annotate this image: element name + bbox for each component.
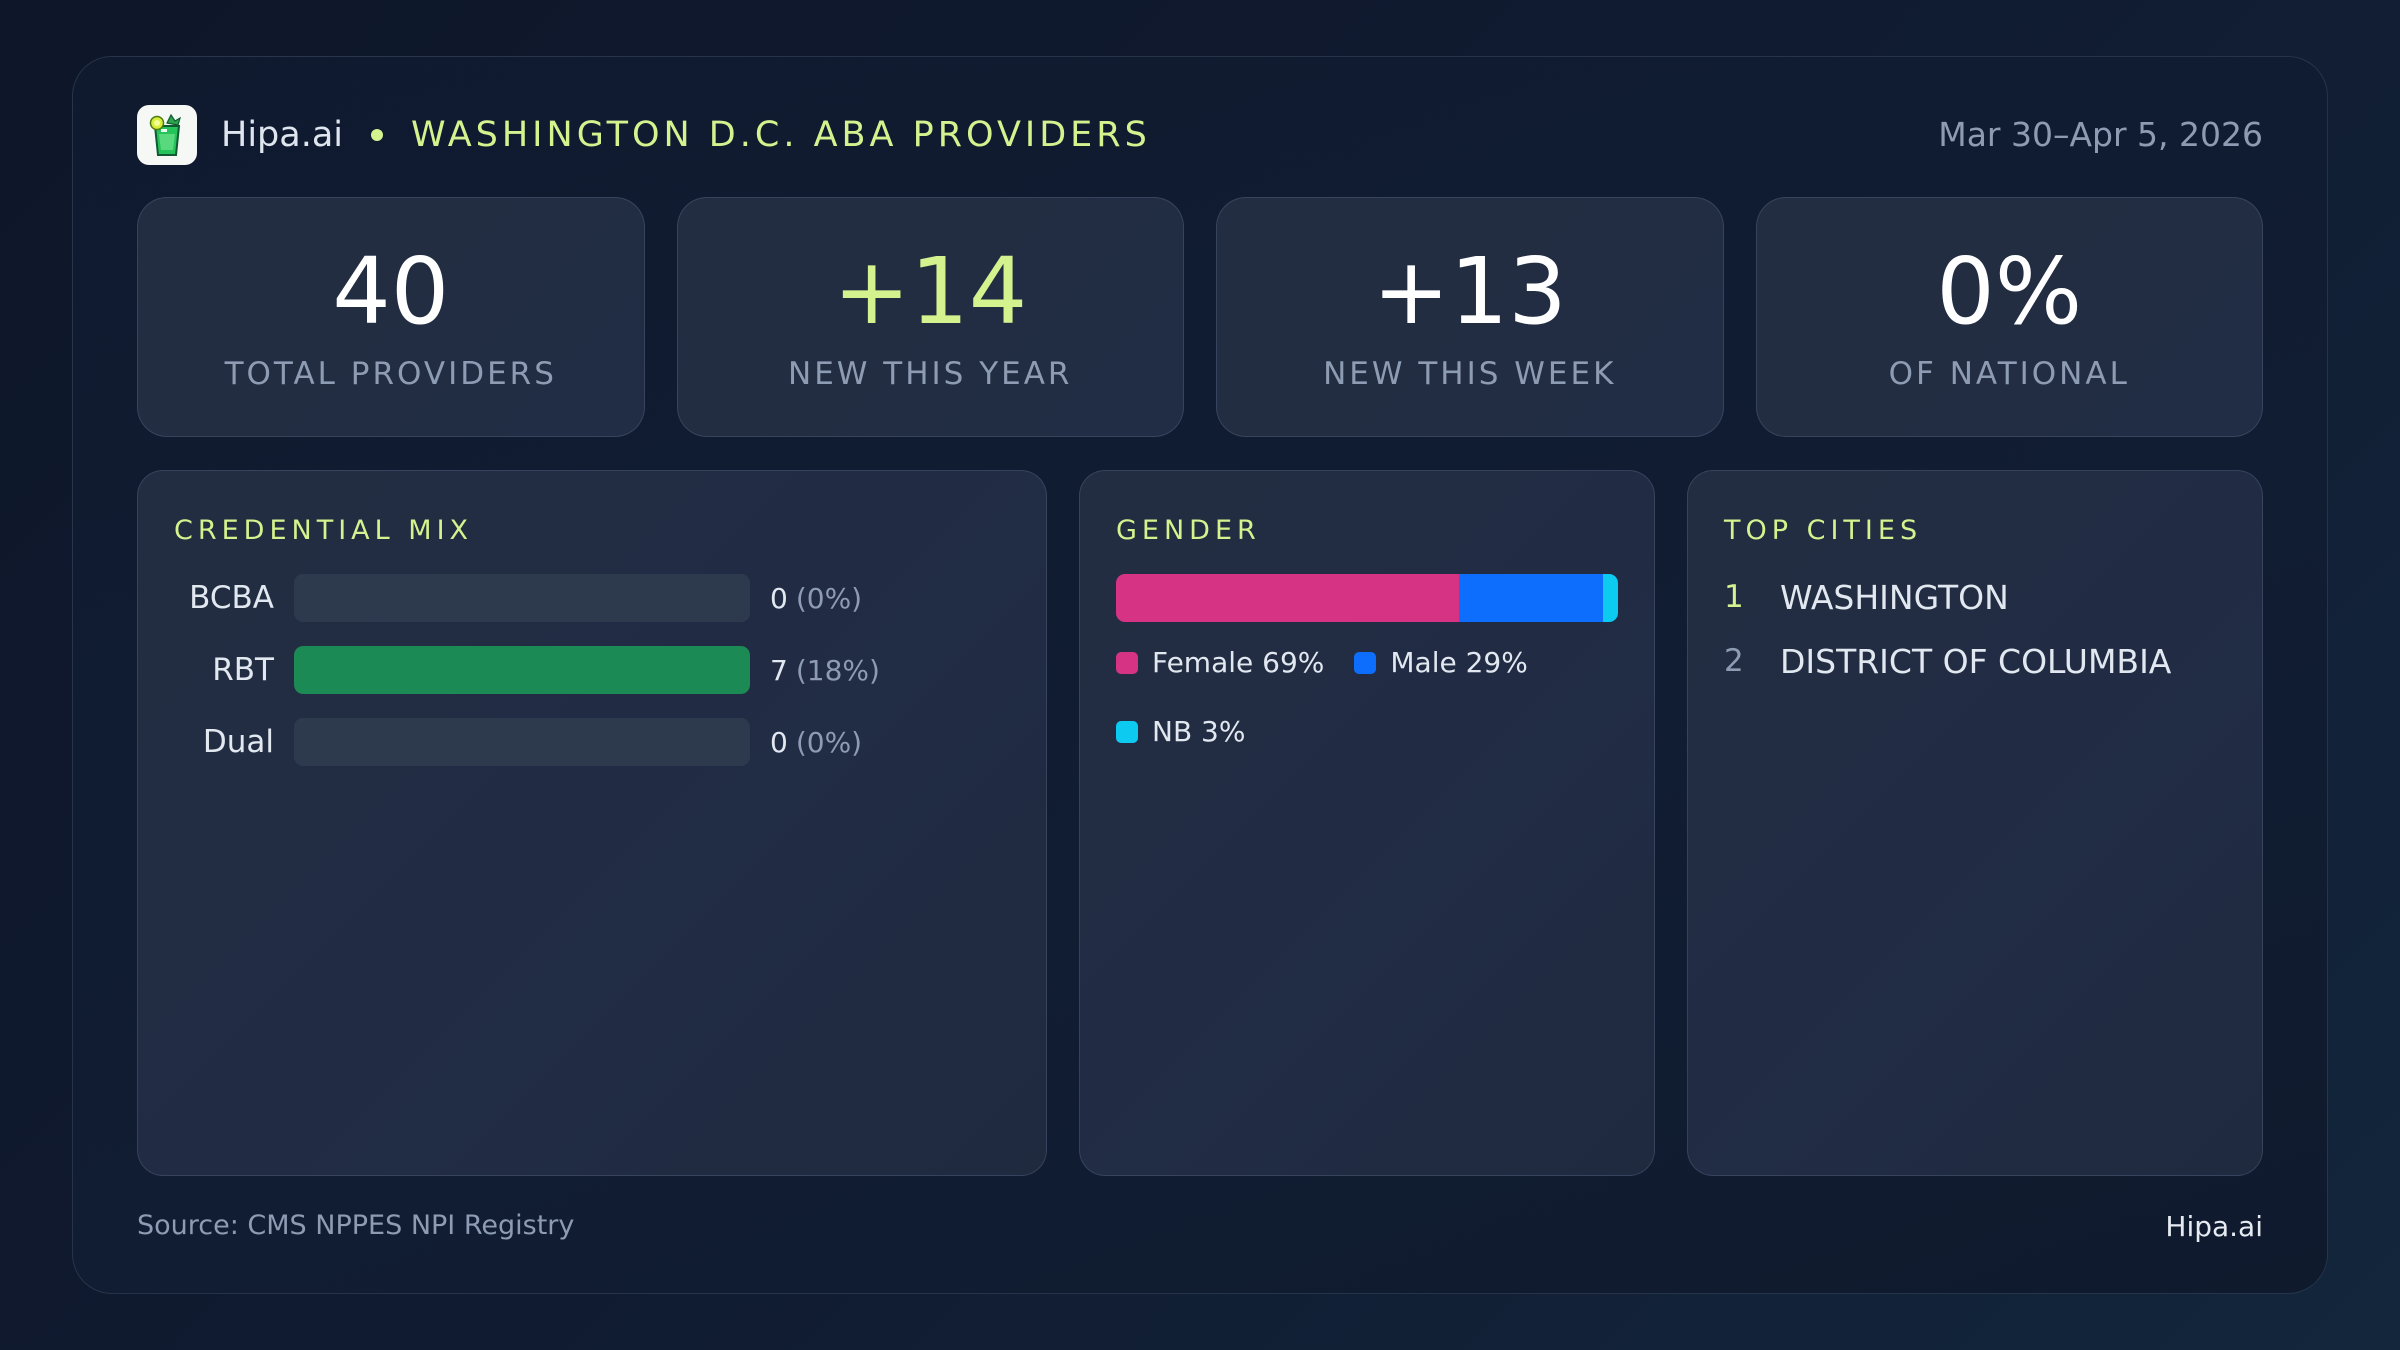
date-range: Mar 30–Apr 5, 2026: [1938, 115, 2263, 154]
credential-count: 7: [770, 653, 788, 687]
stat-value: +14: [833, 238, 1028, 345]
city-rank: 1: [1724, 579, 1744, 615]
credential-bar-track: [294, 574, 750, 622]
stat-card-new-this-year: +14 NEW THIS YEAR: [676, 197, 1184, 437]
city-rank: 2: [1724, 643, 1744, 679]
legend-swatch: [1116, 651, 1138, 674]
stat-label: TOTAL PROVIDERS: [224, 356, 557, 392]
stat-label: NEW THIS WEEK: [1323, 356, 1617, 392]
stat-cards: 40 TOTAL PROVIDERS +14 NEW THIS YEAR +13…: [137, 197, 2263, 437]
brand-logo: [137, 105, 197, 165]
legend-swatch: [1354, 651, 1377, 674]
city-name: DISTRICT OF COLUMBIA: [1780, 641, 2172, 681]
credential-count: 0: [770, 725, 788, 759]
legend-label: Female 69%: [1152, 646, 1325, 679]
credential-count: 0: [770, 581, 788, 615]
legend-label: Male 29%: [1390, 646, 1528, 679]
credential-label: BCBA: [189, 580, 274, 616]
legend-swatch: [1116, 720, 1138, 743]
gender-panel: GENDER Female 69% Male 29% NB 3%: [1079, 470, 1655, 1176]
stat-label: NEW THIS YEAR: [788, 356, 1073, 392]
city-list-item: 1 WASHINGTON: [1724, 572, 2226, 622]
footer-brand: Hipa.ai: [2165, 1210, 2263, 1243]
legend-item-female: Female 69%: [1116, 646, 1324, 679]
credential-row-dual: Dual 0 (0%): [174, 718, 1010, 766]
city-list-item: 2 DISTRICT OF COLUMBIA: [1724, 636, 2226, 686]
stat-card-total-providers: 40 TOTAL PROVIDERS: [137, 197, 645, 437]
panels: CREDENTIAL MIX BCBA 0 (0%) RBT 7 (18%) D…: [137, 470, 2263, 1176]
top-cities-panel: TOP CITIES 1 WASHINGTON 2 DISTRICT OF CO…: [1687, 470, 2263, 1176]
gender-segment-female: [1116, 574, 1459, 622]
footer-source: Source: CMS NPPES NPI Registry: [137, 1210, 575, 1241]
gender-legend: Female 69% Male 29% NB 3%: [1116, 646, 1618, 748]
credential-row-rbt: RBT 7 (18%): [174, 646, 1010, 694]
credential-bar-track: [294, 718, 750, 766]
separator-dot: [371, 129, 384, 141]
panel-title: GENDER: [1116, 515, 1261, 546]
credential-bar-track: [294, 646, 750, 694]
panel-title: CREDENTIAL MIX: [174, 515, 474, 546]
panel-title: TOP CITIES: [1724, 515, 1923, 546]
legend-label: NB 3%: [1152, 715, 1246, 748]
legend-item-nb: NB 3%: [1116, 715, 1245, 748]
city-name: WASHINGTON: [1780, 577, 2009, 617]
stat-label: OF NATIONAL: [1888, 356, 2130, 392]
gender-segment-nb: [1603, 574, 1618, 622]
legend-item-male: Male 29%: [1354, 646, 1528, 679]
gender-segment-male: [1458, 574, 1604, 622]
stat-value: 0%: [1936, 238, 2083, 345]
brand-name: Hipa.ai: [221, 115, 344, 155]
credential-row-bcba: BCBA 0 (0%): [174, 574, 1010, 622]
mojito-glass-icon: [149, 113, 181, 156]
gender-stacked-bar: [1116, 574, 1618, 622]
stat-card-of-national: 0% OF NATIONAL: [1755, 197, 2263, 437]
city-list: 1 WASHINGTON 2 DISTRICT OF COLUMBIA: [1724, 572, 2226, 686]
stat-card-new-this-week: +13 NEW THIS WEEK: [1216, 197, 1724, 437]
credential-label: RBT: [212, 652, 274, 688]
credential-percent: (0%): [795, 581, 863, 615]
credential-bar-fill: [294, 646, 750, 694]
credential-percent: (18%): [795, 653, 880, 687]
page-title: WASHINGTON D.C. ABA PROVIDERS: [411, 115, 1151, 155]
stat-value: +13: [1372, 238, 1567, 345]
credential-percent: (0%): [795, 725, 863, 759]
stat-value: 40: [332, 238, 450, 345]
credential-label: Dual: [202, 724, 274, 760]
credential-mix-panel: CREDENTIAL MIX BCBA 0 (0%) RBT 7 (18%) D…: [137, 470, 1047, 1176]
header: Hipa.ai WASHINGTON D.C. ABA PROVIDERS Ma…: [137, 105, 2263, 165]
